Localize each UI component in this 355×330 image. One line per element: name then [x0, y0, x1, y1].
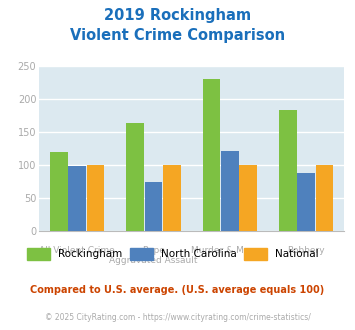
- Bar: [203, 79, 220, 231]
- Text: Robbery: Robbery: [288, 246, 325, 254]
- Legend: Rockingham, North Carolina, National: Rockingham, North Carolina, National: [23, 244, 323, 264]
- Bar: [297, 173, 315, 231]
- Text: 2019 Rockingham: 2019 Rockingham: [104, 8, 251, 23]
- Text: All Violent Crime: All Violent Crime: [39, 246, 115, 254]
- Text: Murder & Mans...: Murder & Mans...: [191, 246, 268, 254]
- Bar: [316, 165, 333, 231]
- Bar: [163, 165, 181, 231]
- Bar: [126, 123, 144, 231]
- Bar: [50, 152, 68, 231]
- Bar: [145, 182, 162, 231]
- Text: Aggravated Assault: Aggravated Assault: [109, 256, 198, 265]
- Bar: [279, 110, 297, 231]
- Text: Violent Crime Comparison: Violent Crime Comparison: [70, 28, 285, 43]
- Bar: [239, 165, 257, 231]
- Text: Compared to U.S. average. (U.S. average equals 100): Compared to U.S. average. (U.S. average …: [31, 285, 324, 295]
- Text: Rape: Rape: [142, 246, 165, 254]
- Text: © 2025 CityRating.com - https://www.cityrating.com/crime-statistics/: © 2025 CityRating.com - https://www.city…: [45, 314, 310, 322]
- Bar: [221, 151, 239, 231]
- Bar: [87, 165, 104, 231]
- Bar: [69, 166, 86, 231]
